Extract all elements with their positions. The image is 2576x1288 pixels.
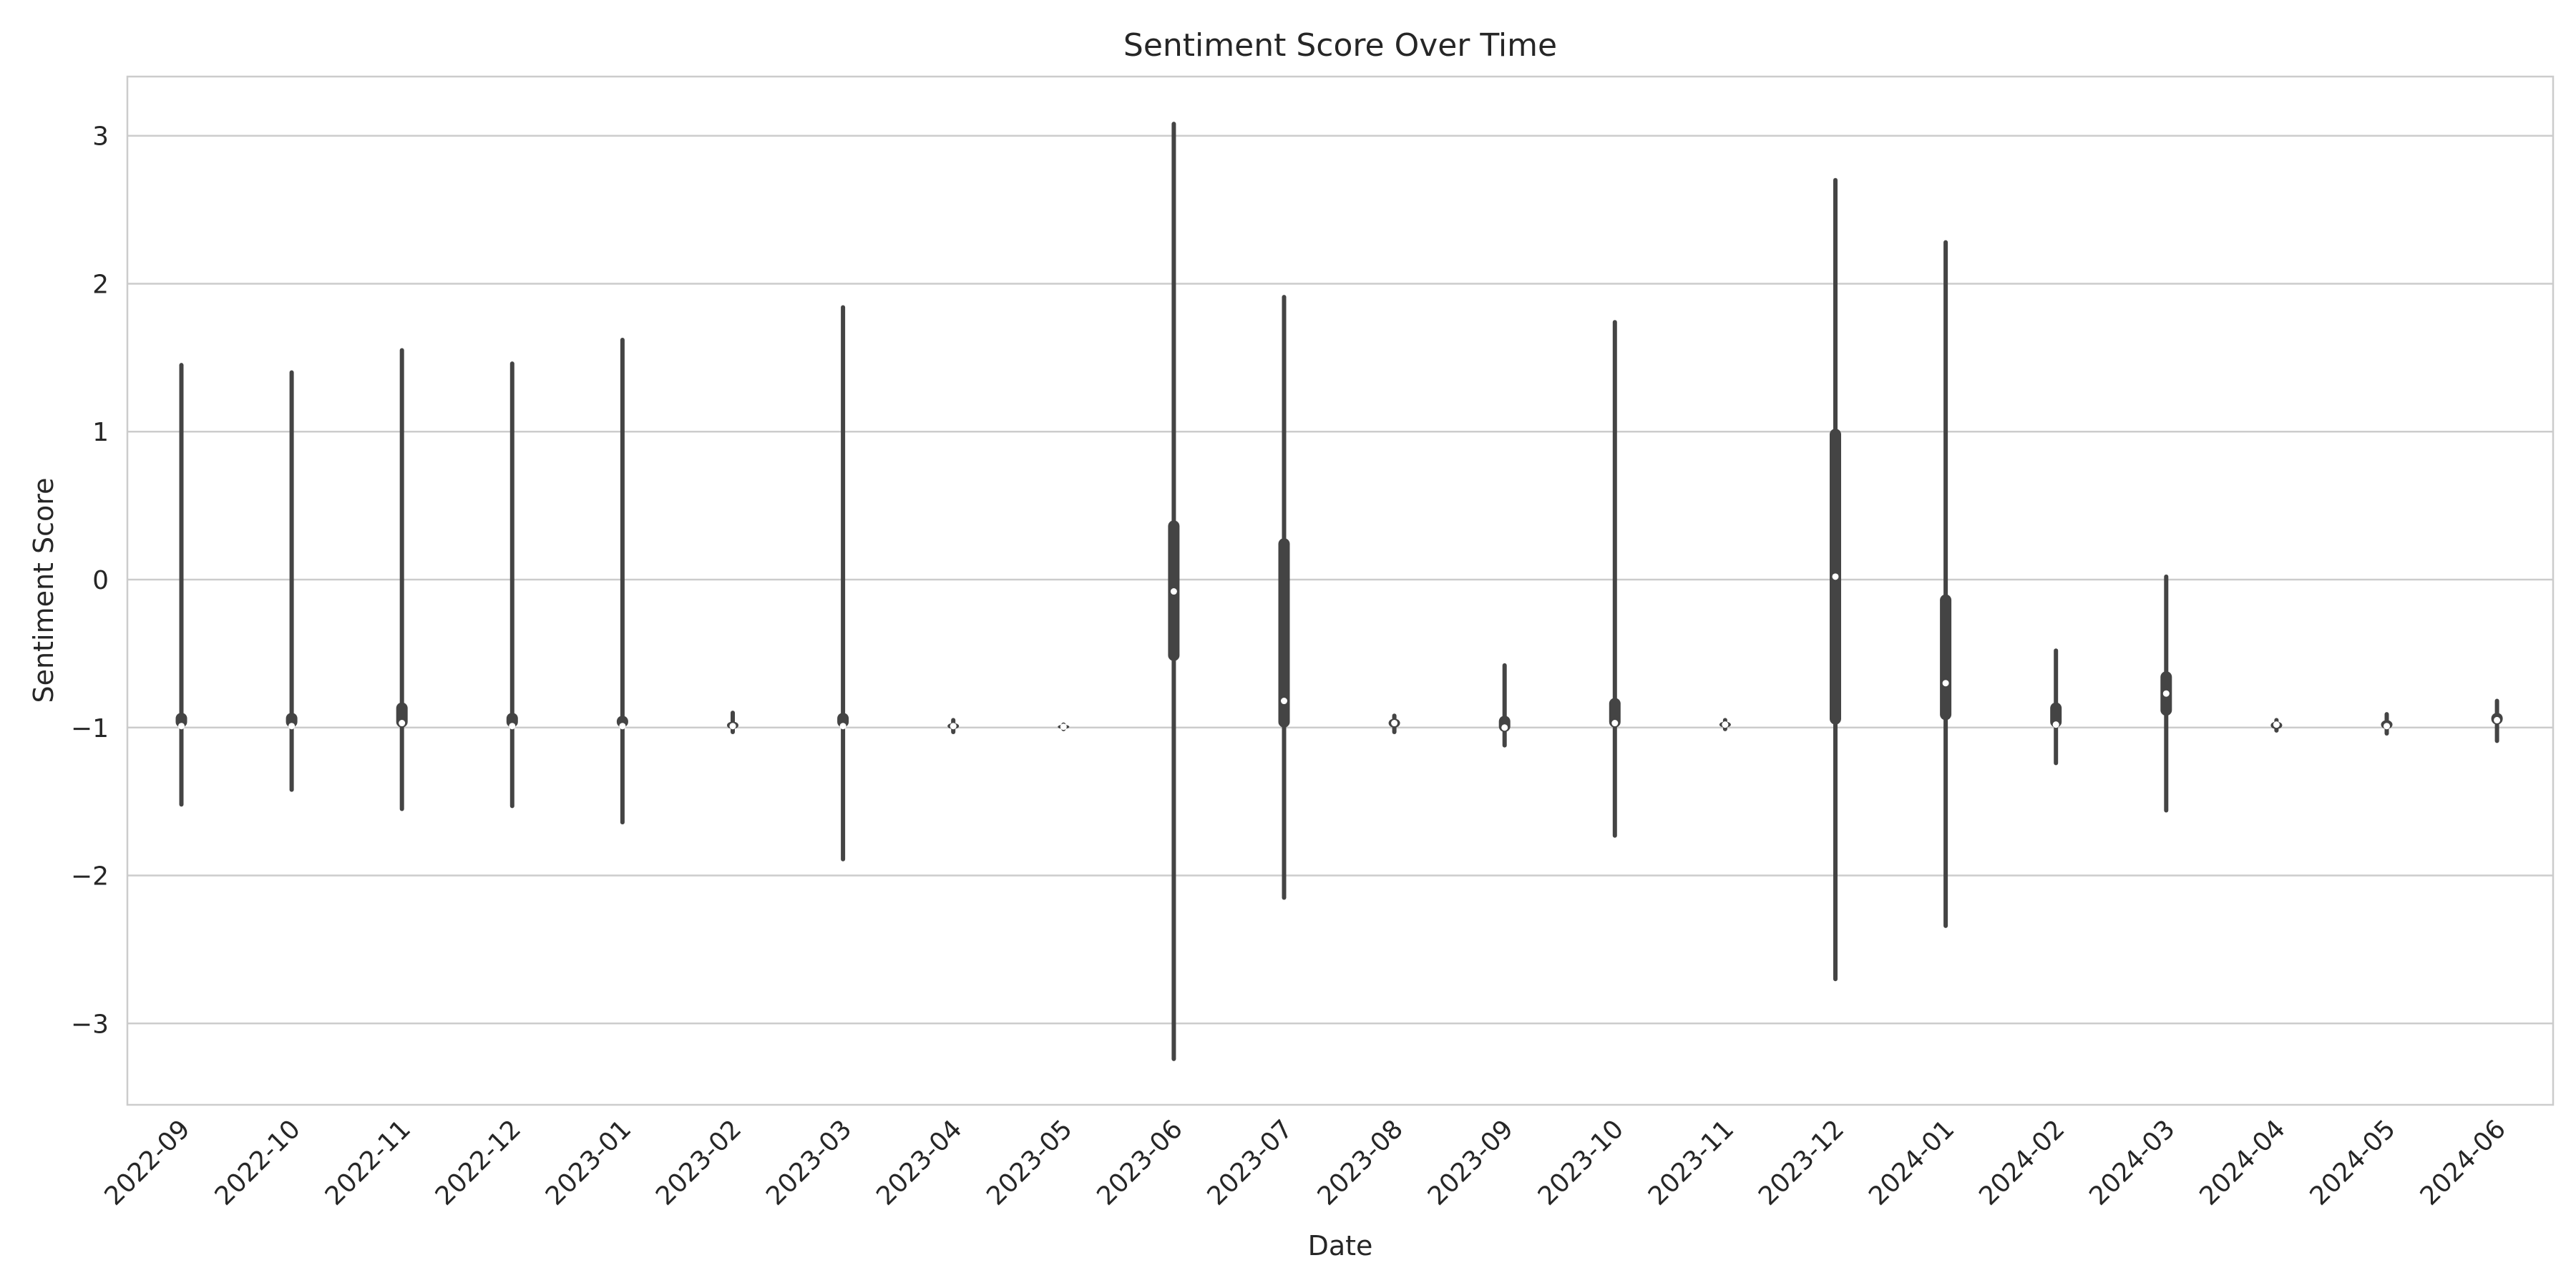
- violin-2023-12: [1830, 177, 1841, 982]
- violin-iqr-box: [1940, 594, 1952, 721]
- y-tick-label: 3: [92, 122, 109, 152]
- x-tick-label: 2023-09: [1423, 1114, 1519, 1211]
- x-tick-label: 2023-02: [650, 1114, 747, 1211]
- violin-2023-02: [727, 711, 738, 734]
- y-tick-label: −3: [71, 1010, 109, 1039]
- violin-median-point: [2273, 721, 2280, 728]
- grid-lines: [127, 135, 2553, 1025]
- y-tick-label: 0: [92, 566, 109, 595]
- violin-2024-05: [2381, 712, 2393, 736]
- violin-2023-09: [1498, 663, 1511, 748]
- x-tick-label: 2023-12: [1753, 1114, 1850, 1211]
- x-tick-label: 2023-08: [1312, 1114, 1409, 1211]
- x-tick-label: 2022-09: [99, 1114, 196, 1211]
- violin-iqr-box: [286, 713, 298, 728]
- violin-2024-02: [2050, 648, 2062, 766]
- violin-2022-11: [396, 348, 408, 811]
- x-tick-label: 2024-01: [1863, 1114, 1960, 1211]
- violin-2023-05: [1058, 722, 1070, 731]
- violin-iqr-box: [616, 716, 628, 728]
- violin-median-point: [2162, 690, 2170, 697]
- violin-iqr-box: [837, 713, 849, 728]
- violin-median-point: [1942, 680, 1949, 687]
- plot-frame: [126, 75, 2555, 1106]
- violin-median-point: [1832, 573, 1839, 580]
- y-tick-label: 2: [92, 270, 109, 299]
- violin-iqr-box: [396, 702, 408, 728]
- violin-2024-03: [2160, 574, 2172, 813]
- x-axis-label: Date: [1308, 1230, 1373, 1262]
- chart-title: Sentiment Score Over Time: [1123, 27, 1557, 64]
- x-axis-ticks: 2022-09 2022-10 2022-11 2022-12 2023-01 2023-…: [99, 1114, 2512, 1211]
- violin-2022-10: [286, 370, 298, 792]
- violin-median-point: [2384, 723, 2390, 730]
- violin-median-point: [950, 723, 957, 730]
- violin-median-point: [729, 723, 736, 730]
- violin-median-point: [509, 723, 516, 730]
- violin-median-point: [1501, 724, 1508, 731]
- violin-2023-01: [616, 338, 628, 825]
- violin-median-point: [1722, 721, 1729, 728]
- x-tick-label: 2022-10: [210, 1114, 306, 1211]
- x-tick-label: 2024-04: [2194, 1114, 2290, 1211]
- violin-2024-01: [1940, 240, 1952, 928]
- violin-2022-09: [175, 363, 187, 807]
- y-axis-label: Sentiment Score: [28, 478, 59, 703]
- x-tick-label: 2022-11: [320, 1114, 416, 1211]
- x-tick-label: 2024-03: [2084, 1114, 2180, 1211]
- x-tick-label: 2023-10: [1533, 1114, 1629, 1211]
- violin-2024-06: [2491, 698, 2503, 743]
- x-tick-label: 2023-11: [1643, 1114, 1740, 1211]
- violin-median-point: [1281, 698, 1287, 705]
- x-tick-label: 2023-07: [1202, 1114, 1299, 1211]
- violin-iqr-box: [1278, 538, 1290, 728]
- violin-2024-04: [2270, 718, 2283, 733]
- violin-median-point: [288, 723, 296, 730]
- x-tick-label: 2022-12: [430, 1114, 527, 1211]
- violin-iqr-box: [1609, 698, 1621, 728]
- x-tick-label: 2024-05: [2305, 1114, 2401, 1211]
- violin-median-point: [2052, 721, 2059, 728]
- violin-2023-03: [837, 305, 849, 862]
- violin-median-point: [1391, 720, 1398, 727]
- violin-median-point: [619, 723, 626, 730]
- y-axis-ticks: 3 2 1 0 −1 −2 −3: [71, 122, 109, 1040]
- violin-median-point: [1060, 723, 1067, 731]
- x-tick-label: 2023-04: [871, 1114, 967, 1211]
- violin-median-point: [1170, 588, 1177, 595]
- violin-2023-06: [1168, 122, 1180, 1061]
- violin-median-point: [1611, 720, 1619, 727]
- violin-median-point: [2494, 716, 2501, 723]
- y-tick-label: 1: [92, 418, 109, 447]
- x-tick-label: 2024-02: [1974, 1114, 2070, 1211]
- violin-2023-08: [1388, 713, 1400, 734]
- violin-2022-12: [506, 361, 518, 809]
- violin-2023-04: [947, 718, 960, 734]
- violin-median-point: [399, 720, 406, 727]
- x-tick-label: 2023-05: [981, 1114, 1078, 1211]
- violin-series: [175, 122, 2503, 1061]
- violin-2023-07: [1278, 295, 1290, 900]
- violin-2023-11: [1719, 718, 1731, 731]
- violin-median-point: [178, 723, 185, 730]
- y-tick-label: −1: [71, 714, 109, 743]
- violin-median-point: [839, 723, 847, 730]
- violin-iqr-box: [175, 713, 187, 728]
- x-tick-label: 2023-01: [540, 1114, 637, 1211]
- violin-2023-10: [1609, 320, 1621, 838]
- violin-iqr-box: [2050, 702, 2062, 728]
- x-tick-label: 2023-06: [1091, 1114, 1188, 1211]
- y-tick-label: −2: [71, 862, 109, 892]
- x-tick-label: 2023-03: [761, 1114, 857, 1211]
- x-tick-label: 2024-06: [2415, 1114, 2512, 1211]
- violin-iqr-box: [506, 713, 518, 728]
